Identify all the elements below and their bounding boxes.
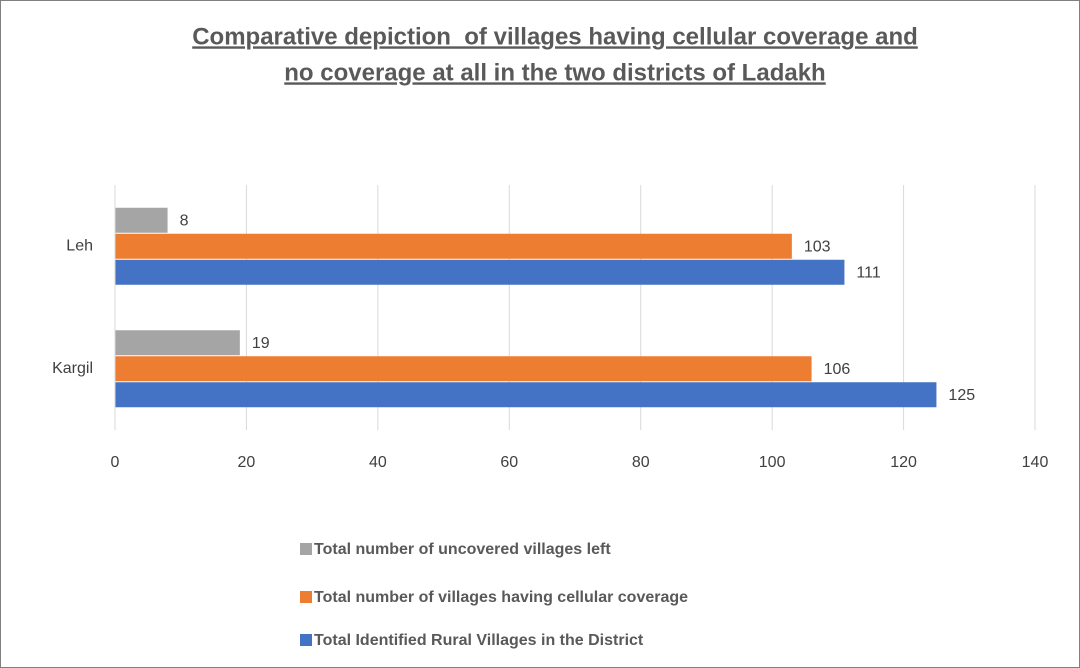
bar [115, 207, 168, 233]
legend-label: Total number of uncovered villages left [314, 541, 611, 558]
data-label: 111 [856, 264, 880, 281]
bar [115, 330, 240, 356]
y-tick-label: Kargil [52, 360, 93, 377]
bar [115, 233, 792, 259]
data-label: 103 [804, 238, 831, 255]
x-tick-label: 100 [759, 454, 786, 471]
chart-title: Comparative depiction of villages having… [192, 23, 918, 50]
data-label: 125 [948, 387, 975, 404]
bar [115, 382, 937, 408]
data-label: 106 [824, 361, 851, 378]
x-tick-label: 40 [369, 454, 387, 471]
bar [115, 356, 812, 382]
x-tick-label: 80 [632, 454, 650, 471]
x-tick-label: 120 [890, 454, 917, 471]
legend-swatch [300, 591, 312, 603]
legend-label: Total Identified Rural Villages in the D… [314, 632, 644, 649]
data-label: 8 [180, 212, 189, 229]
legend-label: Total number of villages having cellular… [314, 589, 688, 606]
chart-title: no coverage at all in the two districts … [284, 59, 825, 86]
x-tick-label: 20 [238, 454, 256, 471]
data-label: 19 [252, 335, 270, 352]
x-tick-label: 0 [111, 454, 120, 471]
x-tick-label: 140 [1022, 454, 1049, 471]
legend-swatch [300, 634, 312, 646]
legend-swatch [300, 543, 312, 555]
bar [115, 259, 845, 285]
x-tick-label: 60 [500, 454, 518, 471]
y-tick-label: Leh [66, 237, 93, 254]
